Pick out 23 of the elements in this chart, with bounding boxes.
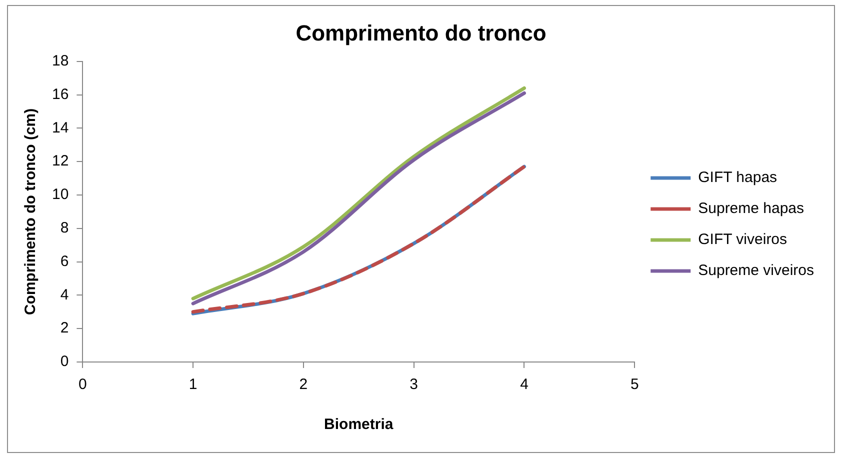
y-tick-label: 16	[52, 86, 69, 103]
x-tick-label: 2	[299, 376, 308, 394]
x-tick-label: 1	[188, 376, 198, 394]
legend-label: GIFT viveiros	[698, 231, 788, 248]
y-tick-label: 8	[60, 220, 69, 237]
chart-title: Comprimento do tronco	[296, 20, 546, 46]
y-tick-label: 12	[52, 152, 69, 170]
y-tick-label: 4	[60, 286, 69, 304]
y-tick-label: 2	[60, 320, 69, 337]
y-tick-label: 6	[60, 252, 69, 270]
y-tick-label: 10	[52, 186, 69, 204]
y-tick-label: 18	[52, 52, 69, 70]
y-tick-label: 0	[60, 353, 69, 370]
x-tick-label: 3	[410, 376, 418, 394]
legend-label: Supreme hapas	[698, 200, 804, 218]
x-tick-label: 5	[630, 376, 639, 394]
legend-label: Supreme viveiros	[698, 262, 814, 280]
y-axis-title: Comprimento do tronco (cm)	[22, 108, 40, 316]
legend-label: GIFT hapas	[698, 169, 778, 186]
y-tick-label: 14	[52, 119, 69, 136]
x-tick-label: 4	[520, 376, 528, 394]
x-tick-label: 0	[78, 376, 87, 394]
x-axis-title: Biometria	[324, 416, 394, 434]
